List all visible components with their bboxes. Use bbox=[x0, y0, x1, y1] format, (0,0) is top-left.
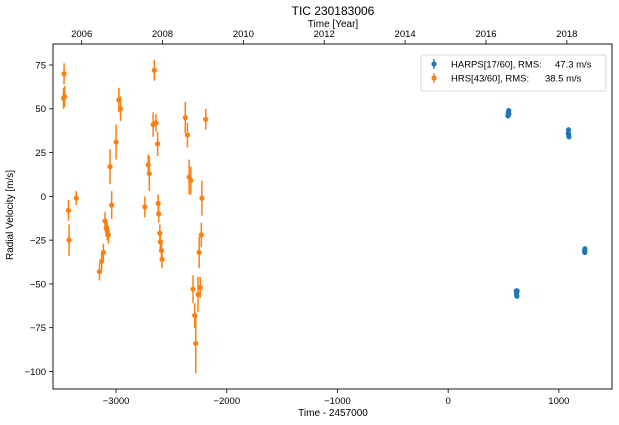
data-point bbox=[146, 170, 152, 177]
y-axis: 75 50 25 0 −25 −50 −75 −100 bbox=[25, 60, 53, 378]
y-tick-label: 50 bbox=[35, 104, 46, 115]
x-tick-label: 0 bbox=[446, 396, 451, 407]
y-tick-label: 75 bbox=[35, 60, 46, 71]
x-tick-label: −3000 bbox=[103, 396, 130, 407]
data-point bbox=[195, 291, 201, 298]
data-point bbox=[142, 204, 148, 210]
y-tick-label: −50 bbox=[30, 279, 46, 290]
data-series-layer bbox=[60, 59, 588, 374]
top-tick-label: 2008 bbox=[152, 29, 173, 40]
top-tick-label: 2014 bbox=[395, 29, 416, 40]
top-tick-label: 2006 bbox=[71, 29, 92, 40]
chart-title: TIC 230183006 bbox=[292, 4, 375, 18]
data-point bbox=[156, 211, 162, 217]
data-point bbox=[514, 293, 520, 299]
data-point bbox=[107, 163, 113, 170]
x-tick-label: 1000 bbox=[548, 396, 569, 407]
top-tick-label: 2010 bbox=[233, 29, 254, 40]
data-point bbox=[182, 114, 188, 121]
data-point bbox=[198, 232, 204, 238]
top-axis-label: Time [Year] bbox=[308, 19, 359, 30]
data-point bbox=[155, 141, 161, 147]
data-point bbox=[565, 127, 572, 133]
data-point bbox=[184, 132, 191, 138]
y-tick-label: 25 bbox=[35, 148, 46, 159]
data-point bbox=[113, 139, 119, 145]
data-point bbox=[96, 269, 103, 275]
data-point bbox=[151, 67, 157, 73]
data-point bbox=[199, 195, 205, 201]
legend-box bbox=[420, 54, 607, 92]
data-point bbox=[61, 71, 67, 77]
y-tick-label: 0 bbox=[41, 192, 46, 203]
plot-frame bbox=[52, 43, 613, 390]
data-point bbox=[155, 200, 161, 206]
top-year-axis: 2006 2008 2010 2012 2014 2016 2018 bbox=[71, 29, 577, 44]
legend-harps-marker bbox=[431, 61, 437, 67]
x-tick-label: −2000 bbox=[213, 396, 240, 407]
data-point bbox=[105, 232, 111, 238]
legend: HARPS[17/60], RMS: 47.3 m/s HRS[43/60], … bbox=[420, 54, 607, 92]
top-tick-label: 2012 bbox=[314, 29, 335, 40]
hrs-series bbox=[60, 59, 209, 374]
y-tick-label: −25 bbox=[30, 236, 46, 247]
data-point bbox=[188, 177, 194, 184]
x-tick-label: −1000 bbox=[324, 396, 351, 407]
data-point bbox=[65, 207, 72, 213]
data-point bbox=[566, 134, 572, 140]
data-point bbox=[62, 93, 68, 100]
data-point bbox=[197, 284, 203, 291]
data-point bbox=[203, 116, 209, 122]
y-tick-label: −75 bbox=[30, 323, 46, 334]
data-point bbox=[100, 249, 106, 256]
legend-hrs-label: HRS[43/60], RMS: 38.5 m/s bbox=[451, 74, 582, 85]
data-point bbox=[514, 288, 520, 294]
data-point bbox=[190, 286, 196, 292]
data-point bbox=[153, 120, 159, 126]
y-tick-label: −100 bbox=[25, 367, 46, 378]
data-point bbox=[193, 340, 199, 347]
legend-hrs-marker bbox=[431, 75, 437, 81]
data-point bbox=[506, 111, 512, 117]
top-tick-label: 2018 bbox=[556, 29, 577, 40]
data-point bbox=[117, 106, 124, 112]
data-point bbox=[196, 249, 202, 256]
top-tick-label: 2016 bbox=[475, 29, 496, 40]
y-axis-label: Radial Velocity [m/s] bbox=[5, 170, 16, 260]
legend-harps-label: HARPS[17/60], RMS: 47.3 m/s bbox=[451, 60, 592, 71]
harps-series bbox=[505, 107, 588, 299]
data-point bbox=[159, 256, 165, 263]
x-axis-label: Time - 2457000 bbox=[298, 408, 368, 419]
data-point bbox=[73, 195, 79, 201]
data-point bbox=[109, 202, 115, 208]
data-point bbox=[582, 246, 588, 252]
x-axis: −3000 −2000 −1000 0 1000 bbox=[103, 389, 569, 407]
data-point bbox=[66, 237, 72, 243]
